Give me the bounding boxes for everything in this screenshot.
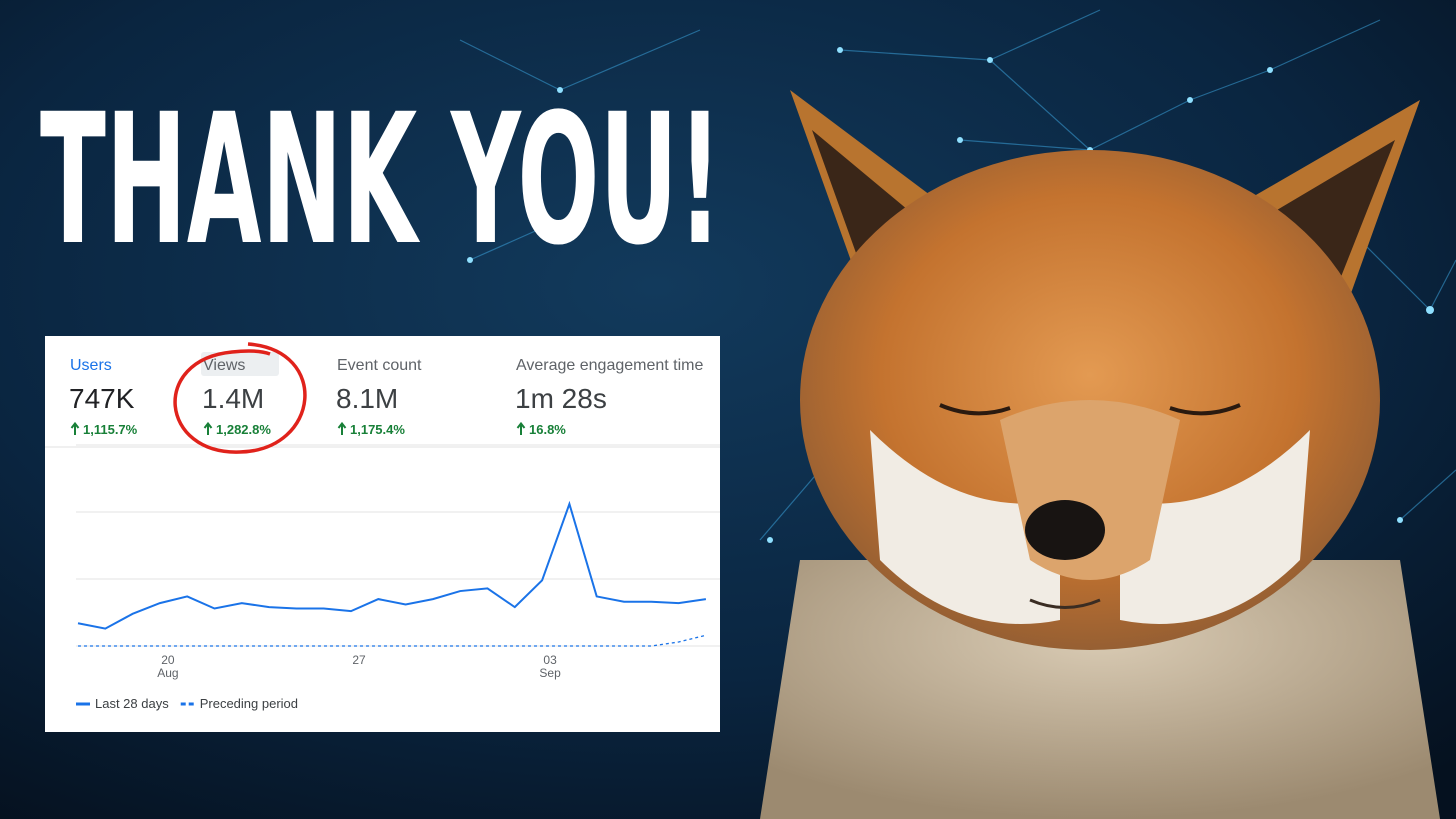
metric-value: 1.4M [202, 383, 264, 414]
metrics: Users 747K 1,115.7% Views 1.4M 1,282.8% Event … [69, 357, 703, 437]
metric-value: 1m 28s [515, 383, 607, 414]
legend-label: Last 28 days [95, 696, 169, 711]
metric-change: 16.8% [529, 422, 566, 437]
metric-change: 1,175.4% [350, 422, 405, 437]
metric-label: Users [70, 357, 112, 374]
metric-value: 8.1M [336, 383, 398, 414]
analytics-card [45, 336, 720, 732]
highlight-circle [173, 342, 307, 454]
metric-change: 1,115.7% [83, 422, 138, 437]
metric-value: 747K [69, 383, 135, 414]
legend-label: Preceding period [200, 696, 298, 711]
x-month-label: Sep [539, 666, 561, 680]
up-arrow [337, 421, 347, 435]
series-line [77, 500, 707, 630]
x-month-label: Aug [157, 666, 178, 680]
up-arrow [70, 421, 80, 435]
metric-label: Average engagement time [516, 357, 703, 374]
up-arrow [516, 421, 526, 435]
headline: THANK YOU! [40, 76, 722, 285]
metric-label: Event count [337, 357, 422, 374]
series-line [78, 634, 707, 647]
x-tick-label: 03 [543, 653, 557, 667]
selected-tab-bg [201, 352, 279, 376]
fox-photo [760, 90, 1440, 819]
metric-change: 1,282.8% [216, 422, 271, 437]
x-tick-label: 20 [161, 653, 175, 667]
x-tick-label: 27 [352, 653, 366, 667]
metric-label: Views [203, 357, 245, 374]
up-arrow [203, 421, 213, 435]
